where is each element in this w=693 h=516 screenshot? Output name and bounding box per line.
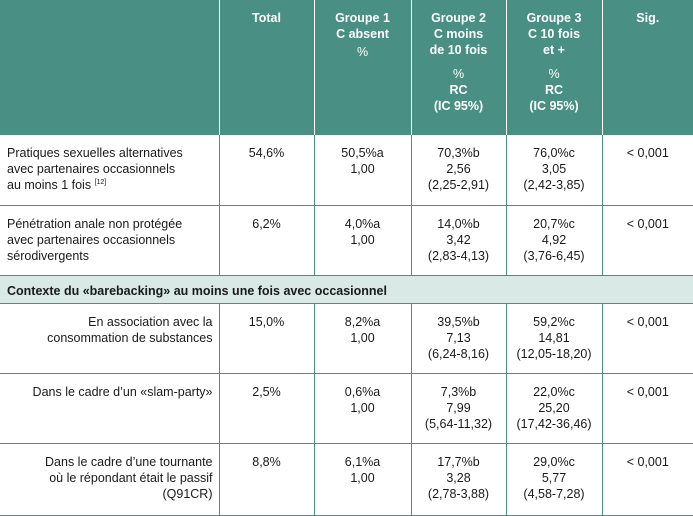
section-row: Contexte du «barebacking» au moins une f… <box>0 275 693 304</box>
cell-group1: 4,0%a 1,00 <box>313 205 411 276</box>
header-group2: Groupe 2 C moins de 10 fois % RC (IC 95%… <box>410 0 506 135</box>
cell-total: 54,6% <box>218 135 314 206</box>
cell-group2: 70,3%b 2,56 (2,25-2,91) <box>410 135 506 206</box>
cell-group3: 20,7%c 4,92 (3,76-6,45) <box>505 205 602 276</box>
cell-group3: 59,2%c 14,81 (12,05-18,20) <box>505 303 602 374</box>
row-label: En association avec la consommation de s… <box>0 303 219 374</box>
cell-group3: 22,0%c 25,20 (17,42-36,46) <box>505 373 602 444</box>
header-group1: Groupe 1 C absent % <box>313 0 411 135</box>
header-group3: Groupe 3 C 10 fois et + % RC (IC 95%) <box>505 0 602 135</box>
cell-group1: 50,5%a 1,00 <box>313 135 411 206</box>
cell-group3: 29,0%c 5,77 (4,58-7,28) <box>505 443 602 516</box>
table-row: Pénétration anale non protégée avec part… <box>0 205 693 276</box>
cell-total: 2,5% <box>218 373 314 444</box>
cell-group2: 17,7%b 3,28 (2,78-3,88) <box>410 443 506 516</box>
cell-sig: < 0,001 <box>601 443 693 516</box>
cell-total: 15,0% <box>218 303 314 374</box>
cell-total: 8,8% <box>218 443 314 516</box>
row-label: Dans le cadre d’un «slam-party» <box>0 373 219 444</box>
header-row: Total Groupe 1 C absent % Groupe 2 C moi… <box>0 0 693 135</box>
table-row: Dans le cadre d’un «slam-party» 2,5% 0,6… <box>0 373 693 444</box>
cell-group1: 6,1%a 1,00 <box>313 443 411 516</box>
cell-sig: < 0,001 <box>601 373 693 444</box>
header-total: Total <box>218 0 314 135</box>
cell-group2: 7,3%b 7,99 (5,64-11,32) <box>410 373 506 444</box>
cell-sig: < 0,001 <box>601 205 693 276</box>
header-label-col <box>0 0 219 135</box>
table-row: Pratiques sexuelles alternatives avec pa… <box>0 135 693 206</box>
cell-group1: 8,2%a 1,00 <box>313 303 411 374</box>
cell-sig: < 0,001 <box>601 135 693 206</box>
section-title: Contexte du «barebacking» au moins une f… <box>0 275 693 304</box>
row-label: Pénétration anale non protégée avec part… <box>0 205 219 276</box>
cell-sig: < 0,001 <box>601 303 693 374</box>
cell-group2: 39,5%b 7,13 (6,24-8,16) <box>410 303 506 374</box>
cell-group3: 76,0%c 3,05 (2,42-3,85) <box>505 135 602 206</box>
row-label: Pratiques sexuelles alternatives avec pa… <box>0 135 219 206</box>
row-label: Dans le cadre d’une tournante où le répo… <box>0 443 219 516</box>
table-row: En association avec la consommation de s… <box>0 303 693 374</box>
cell-group2: 14,0%b 3,42 (2,83-4,13) <box>410 205 506 276</box>
header-sig: Sig. <box>601 0 693 135</box>
cell-group1: 0,6%a 1,00 <box>313 373 411 444</box>
cell-total: 6,2% <box>218 205 314 276</box>
footnote-ref: [12] <box>94 179 107 186</box>
table-row: Dans le cadre d’une tournante où le répo… <box>0 443 693 516</box>
